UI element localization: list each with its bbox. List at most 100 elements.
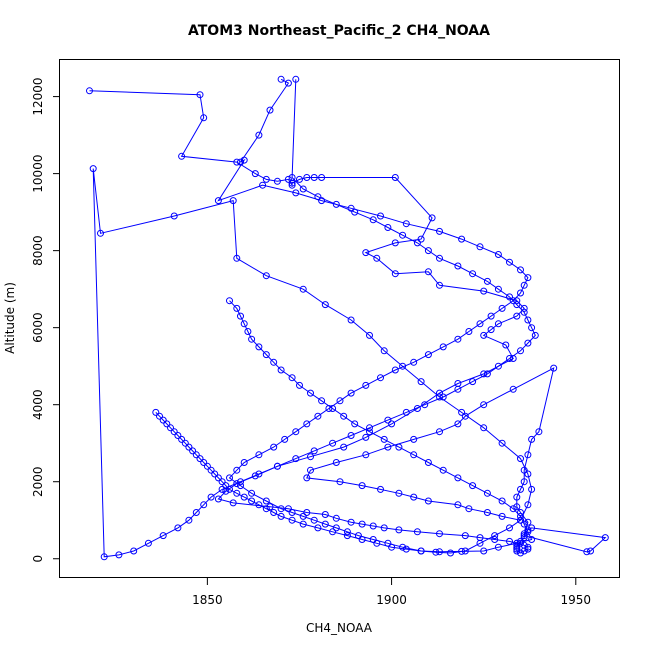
data-point — [200, 459, 208, 466]
data-point — [358, 536, 366, 543]
data-point — [251, 170, 259, 178]
data-point — [424, 247, 432, 255]
data-point — [340, 412, 348, 420]
data-point — [336, 397, 344, 405]
data-point — [233, 489, 241, 497]
data-point — [436, 393, 443, 401]
data-point — [528, 324, 536, 332]
y-tick-label: 12000 — [31, 77, 45, 115]
data-point — [465, 328, 473, 335]
data-point — [461, 547, 469, 555]
data-point — [178, 435, 186, 443]
data-point — [373, 254, 381, 262]
data-point — [454, 262, 462, 270]
data-point — [233, 158, 241, 166]
data-point — [410, 435, 418, 443]
data-point — [439, 343, 447, 351]
data-point — [487, 312, 495, 320]
data-point — [288, 516, 296, 524]
data-point — [270, 509, 278, 516]
data-point — [310, 516, 318, 524]
data-point — [347, 389, 355, 397]
data-point — [255, 343, 263, 351]
data-point — [461, 532, 469, 540]
data-point — [417, 235, 425, 243]
data-point — [189, 447, 197, 455]
data-point — [362, 249, 370, 257]
data-point — [329, 528, 337, 536]
data-point — [174, 524, 182, 532]
data-point — [520, 281, 528, 289]
data-point — [480, 424, 488, 432]
data-point — [303, 474, 311, 482]
data-point — [296, 175, 303, 183]
data-point — [402, 408, 410, 416]
data-point — [395, 489, 403, 497]
data-point — [292, 455, 300, 463]
data-point — [366, 424, 373, 432]
data-point — [343, 528, 351, 536]
data-point — [174, 432, 182, 439]
data-point — [480, 547, 488, 555]
data-point — [100, 553, 108, 561]
data-point — [458, 408, 466, 416]
data-point — [255, 131, 263, 139]
data-point — [284, 175, 292, 183]
data-point — [307, 466, 314, 474]
data-point — [454, 474, 462, 482]
data-point — [436, 428, 443, 436]
data-point — [454, 501, 462, 509]
y-tick-label: 6000 — [31, 312, 45, 343]
data-point — [288, 374, 296, 382]
data-point — [229, 197, 237, 205]
data-point — [524, 528, 532, 536]
data-point — [200, 501, 208, 509]
data-point — [321, 520, 329, 528]
data-point — [550, 364, 558, 372]
data-point — [498, 439, 506, 447]
data-point — [262, 175, 270, 183]
data-point — [524, 339, 532, 347]
data-point — [270, 443, 278, 451]
data-point — [498, 497, 506, 505]
data-point — [163, 420, 171, 428]
y-tick-label: 4000 — [31, 389, 45, 420]
x-axis: 1850 1900 1950 — [192, 578, 591, 607]
data-point — [395, 443, 403, 451]
data-point — [513, 539, 521, 547]
data-point — [229, 499, 237, 507]
data-point — [399, 362, 407, 370]
data-point — [483, 370, 491, 378]
data-point — [517, 549, 524, 557]
data-point — [520, 304, 528, 312]
data-point — [332, 459, 340, 466]
data-point — [178, 152, 186, 160]
data-point — [513, 541, 521, 549]
data-point — [207, 466, 215, 474]
series-layer — [86, 75, 609, 561]
data-point — [318, 397, 326, 405]
data-point — [292, 428, 300, 436]
data-point — [506, 355, 513, 362]
data-point — [524, 316, 532, 324]
data-point — [248, 497, 256, 505]
data-point — [424, 351, 432, 359]
data-point — [413, 239, 421, 247]
data-point — [513, 503, 521, 511]
data-point — [513, 493, 521, 501]
y-axis-label: Altitude (m) — [3, 282, 17, 354]
data-point — [524, 545, 532, 553]
data-point — [520, 547, 528, 555]
data-point — [325, 405, 333, 412]
data-point — [487, 326, 495, 334]
data-point — [491, 536, 499, 543]
data-point — [424, 268, 432, 276]
data-point — [299, 512, 307, 520]
data-point — [196, 455, 204, 463]
data-point — [520, 532, 528, 540]
data-point — [384, 416, 392, 424]
data-point — [483, 489, 491, 497]
data-point — [513, 301, 521, 309]
